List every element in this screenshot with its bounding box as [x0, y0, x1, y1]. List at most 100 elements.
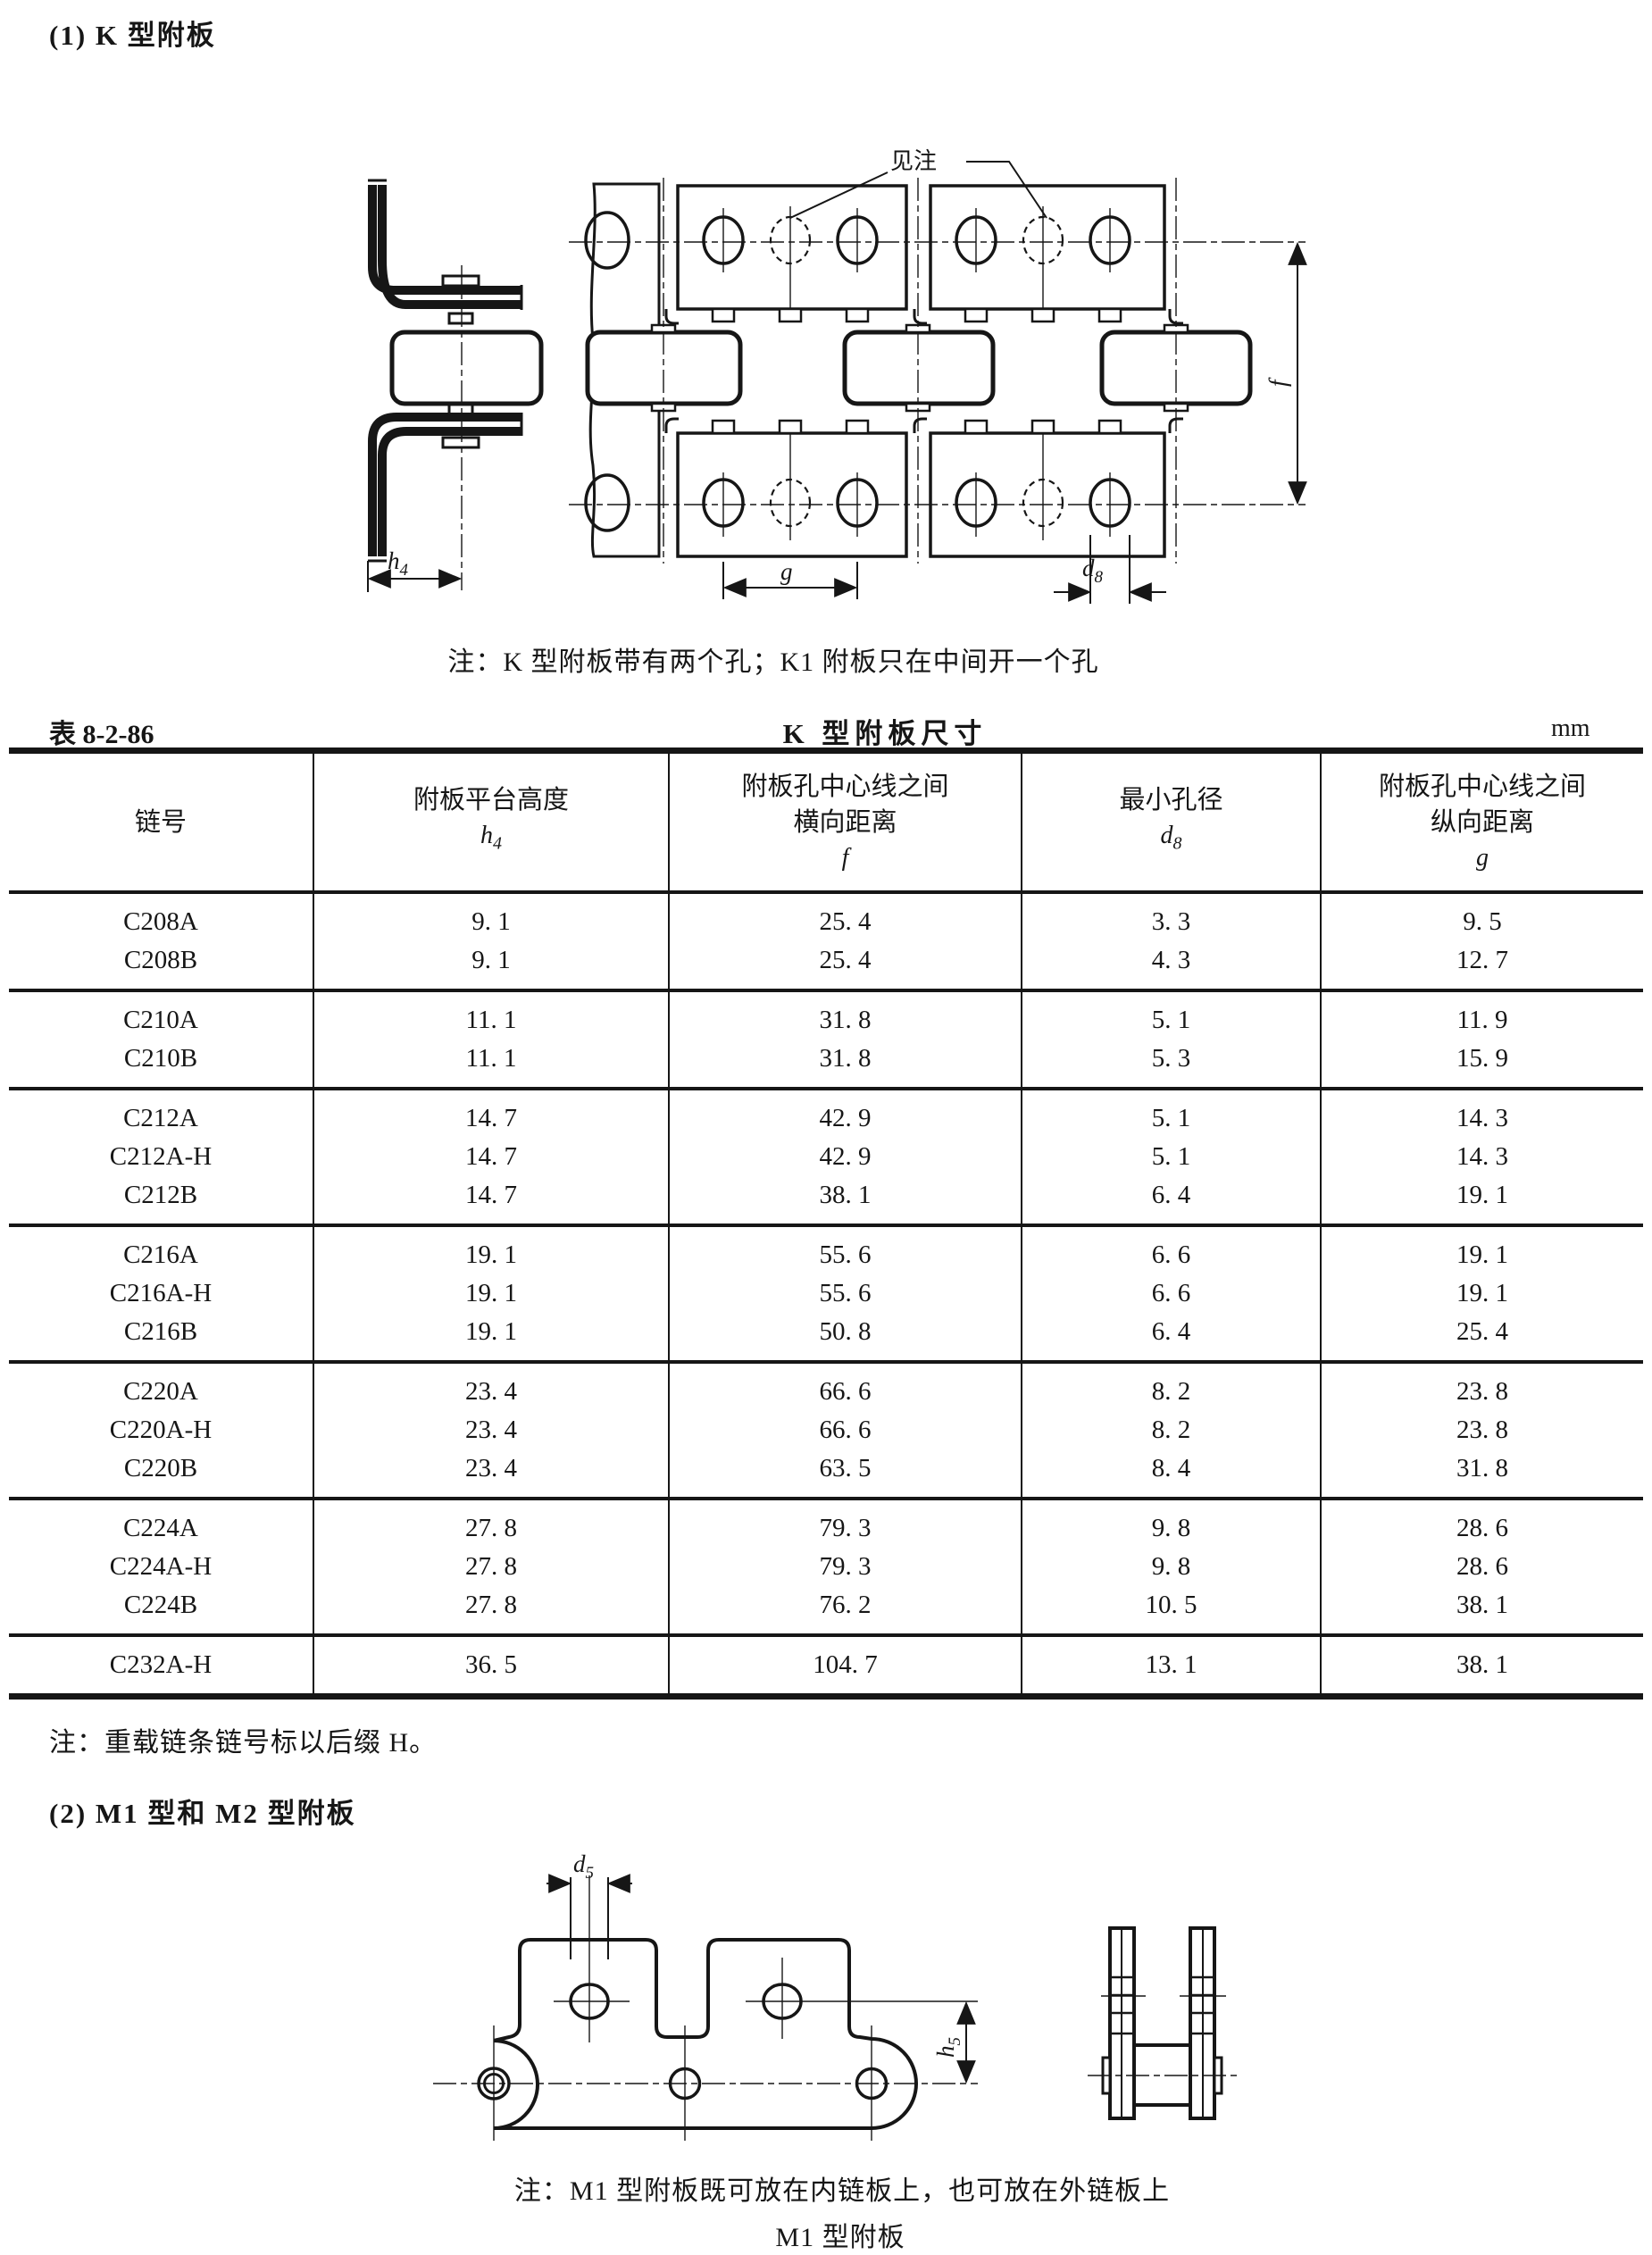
- chain-number-cell: C224A: [9, 1497, 313, 1548]
- see-note-label: 见注: [890, 148, 937, 174]
- value-cell: 19. 1: [313, 1313, 669, 1362]
- dimension-d8: d8: [1054, 535, 1166, 604]
- k-plate-lower-left: [676, 431, 908, 558]
- value-cell: 38. 1: [1320, 1633, 1643, 1697]
- value-cell: 28. 6: [1320, 1548, 1643, 1586]
- value-cell: 38. 1: [668, 1176, 1022, 1225]
- value-cell: 10. 5: [1021, 1586, 1321, 1635]
- value-cell: 104. 7: [668, 1633, 1022, 1697]
- value-cell: 36. 5: [313, 1633, 669, 1697]
- value-cell: 19. 1: [1320, 1224, 1643, 1274]
- chain-number-cell: C216A: [9, 1224, 313, 1274]
- table-row: C216B 19. 1 50. 8 6. 4 25. 4: [9, 1313, 1643, 1362]
- header-min-hole-dia: 最小孔径 d8: [1021, 750, 1321, 894]
- value-cell: 66. 6: [668, 1360, 1022, 1411]
- value-cell: 23. 4: [313, 1411, 669, 1449]
- table-row: C224A-H 27. 8 79. 3 9. 8 28. 6: [9, 1548, 1643, 1586]
- header-platform-height: 附板平台高度 h4: [313, 750, 669, 894]
- value-cell: 19. 1: [313, 1274, 669, 1313]
- value-cell: 3. 3: [1021, 890, 1321, 941]
- value-cell: 38. 1: [1320, 1586, 1643, 1635]
- value-cell: 11. 1: [313, 989, 669, 1040]
- chain-number-cell: C210B: [123, 1044, 198, 1073]
- value-cell: 14. 3: [1320, 1138, 1643, 1176]
- m1-figure-caption: M1 型附板: [775, 2223, 905, 2252]
- svg-text:h5: h5: [932, 2037, 964, 2058]
- chain-number-cell: C208A: [9, 890, 313, 941]
- value-cell: 11. 1: [313, 1040, 669, 1089]
- table-row: C208A 9. 1 25. 4 3. 3 9. 5: [9, 890, 1643, 941]
- svg-text:h4: h4: [388, 547, 409, 580]
- value-cell: 55. 6: [668, 1224, 1022, 1274]
- table-row-group: C208A 9. 1 25. 4 3. 3 9. 5 C208B 9. 1 25. 4 4. 3…: [9, 890, 1643, 990]
- value-cell: 14. 7: [313, 1138, 669, 1176]
- value-cell: 31. 8: [1320, 1449, 1643, 1499]
- chain-number-cell: C208B: [123, 946, 198, 974]
- dimension-f: f: [1264, 241, 1307, 505]
- m1-side-view: [433, 1875, 978, 2141]
- value-cell: 31. 8: [668, 1040, 1022, 1089]
- value-cell: 19. 1: [1320, 1176, 1643, 1225]
- value-cell: 23. 8: [1320, 1360, 1643, 1411]
- k-plan-view: [569, 178, 1306, 564]
- svg-text:d8: d8: [1082, 555, 1104, 587]
- value-cell: 6. 4: [1021, 1313, 1321, 1362]
- value-cell: 14. 7: [313, 1087, 669, 1138]
- value-cell: 19. 1: [313, 1224, 669, 1274]
- value-cell: 9. 8: [1021, 1497, 1321, 1548]
- header-longitudinal-distance: 附板孔中心线之间 纵向距离 g: [1320, 750, 1643, 894]
- value-cell: 28. 6: [1320, 1497, 1643, 1548]
- chain-number-cell: C216B: [123, 1317, 198, 1346]
- svg-text:d5: d5: [573, 1850, 594, 1883]
- value-cell: 9. 8: [1021, 1548, 1321, 1586]
- table-row: C232A-H 36. 5 104. 7 13. 1 38. 1: [9, 1633, 1643, 1697]
- table-row: C212A-H 14. 7 42. 9 5. 1 14. 3: [9, 1138, 1643, 1176]
- chain-number-cell: C232A-H: [9, 1633, 313, 1697]
- value-cell: 63. 5: [668, 1449, 1022, 1499]
- chain-number-cell: C224A-H: [109, 1552, 213, 1581]
- dimension-d5: d5: [546, 1850, 632, 1959]
- value-cell: 42. 9: [668, 1087, 1022, 1138]
- dimension-h5: h5: [932, 2000, 976, 2084]
- value-cell: 19. 1: [1320, 1274, 1643, 1313]
- k-attachment-figure: 见注 h4 f g d8: [367, 148, 1307, 604]
- value-cell: 6. 4: [1021, 1176, 1321, 1225]
- value-cell: 5. 1: [1021, 1087, 1321, 1138]
- value-cell: 14. 3: [1320, 1087, 1643, 1138]
- table-row: C224A 27. 8 79. 3 9. 8 28. 6: [9, 1497, 1643, 1548]
- table-unit: mm: [1551, 714, 1590, 742]
- table-note: 注：重载链条链号标以后缀 H。: [49, 1728, 438, 1758]
- value-cell: 25. 4: [1320, 1313, 1643, 1362]
- header-transverse-distance: 附板孔中心线之间 横向距离 f: [668, 750, 1022, 894]
- roller-edges: [1134, 2043, 1190, 2107]
- chain-number-cell: C212A-H: [109, 1142, 213, 1171]
- chain-number-cell: C220A: [9, 1360, 313, 1411]
- k-plate-upper-right: [929, 184, 1166, 311]
- table-row-group: C224A 27. 8 79. 3 9. 8 28. 6 C224A-H 27. 8 79. …: [9, 1497, 1643, 1635]
- value-cell: 12. 7: [1320, 941, 1643, 990]
- table-row: C216A-H 19. 1 55. 6 6. 6 19. 1: [9, 1274, 1643, 1313]
- value-cell: 27. 8: [313, 1497, 669, 1548]
- table-row: C220A-H 23. 4 66. 6 8. 2 23. 8: [9, 1411, 1643, 1449]
- table-row: C212A 14. 7 42. 9 5. 1 14. 3: [9, 1087, 1643, 1138]
- value-cell: 5. 1: [1021, 989, 1321, 1040]
- header-chain-no: 链号: [9, 750, 313, 894]
- table-row: C210B 11. 1 31. 8 5. 3 15. 9: [9, 1040, 1643, 1089]
- value-cell: 76. 2: [668, 1586, 1022, 1635]
- table-row-group: C212A 14. 7 42. 9 5. 1 14. 3 C212A-H 14. 7 42. …: [9, 1087, 1643, 1225]
- table-row: C208B 9. 1 25. 4 4. 3 12. 7: [9, 941, 1643, 990]
- table-title: K 型附板尺寸: [782, 718, 988, 749]
- value-cell: 23. 4: [313, 1360, 669, 1411]
- table-row-group: C216A 19. 1 55. 6 6. 6 19. 1 C216A-H 19. 1 55. …: [9, 1224, 1643, 1362]
- value-cell: 8. 2: [1021, 1360, 1321, 1411]
- table-row: C212B 14. 7 38. 1 6. 4 19. 1: [9, 1176, 1643, 1225]
- table-row-group: C232A-H 36. 5 104. 7 13. 1 38. 1: [9, 1633, 1643, 1697]
- weld-bosses: [711, 307, 1122, 435]
- table-row-group: C220A 23. 4 66. 6 8. 2 23. 8 C220A-H 23. 4 66. …: [9, 1360, 1643, 1499]
- value-cell: 5. 1: [1021, 1138, 1321, 1176]
- value-cell: 55. 6: [668, 1274, 1022, 1313]
- m1-link-outline: [493, 1938, 918, 2130]
- value-cell: 79. 3: [668, 1548, 1022, 1586]
